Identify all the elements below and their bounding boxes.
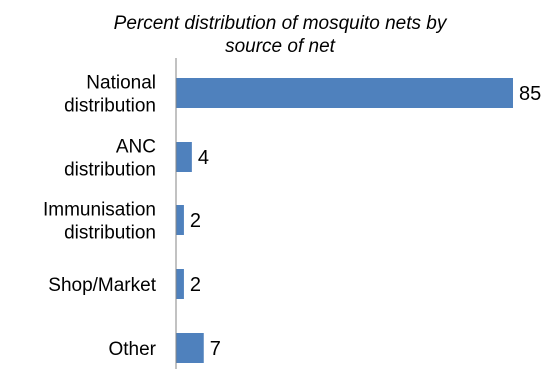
- value-label-4: 7: [210, 338, 221, 360]
- value-label-0: 85: [519, 83, 541, 105]
- bar-0: [176, 78, 513, 108]
- value-label-3: 2: [190, 274, 201, 296]
- category-label-0-line-0: National: [86, 73, 156, 94]
- chart-title-line-2: source of net: [225, 36, 336, 57]
- bars-layer: [176, 78, 513, 363]
- value-labels: 85 4 2 2 7: [190, 83, 541, 360]
- category-labels: NationaldistributionANCdistributionImmun…: [43, 73, 157, 361]
- category-label-1-line-1: distribution: [64, 160, 156, 181]
- bar-2: [176, 205, 184, 235]
- chart-title-line-1: Percent distribution of mosquito nets by: [114, 13, 448, 34]
- category-label-3-line-0: Shop/Market: [48, 275, 156, 296]
- category-label-1-line-0: ANC: [116, 137, 156, 158]
- category-label-4-line-0: Other: [108, 339, 156, 360]
- value-label-2: 2: [190, 210, 201, 232]
- category-label-0-line-1: distribution: [64, 96, 156, 117]
- bar-1: [176, 142, 192, 172]
- category-label-2-line-1: distribution: [64, 223, 156, 244]
- value-label-1: 4: [198, 147, 209, 169]
- bar-3: [176, 269, 184, 299]
- category-label-2-line-0: Immunisation: [43, 200, 156, 221]
- bar-4: [176, 333, 204, 363]
